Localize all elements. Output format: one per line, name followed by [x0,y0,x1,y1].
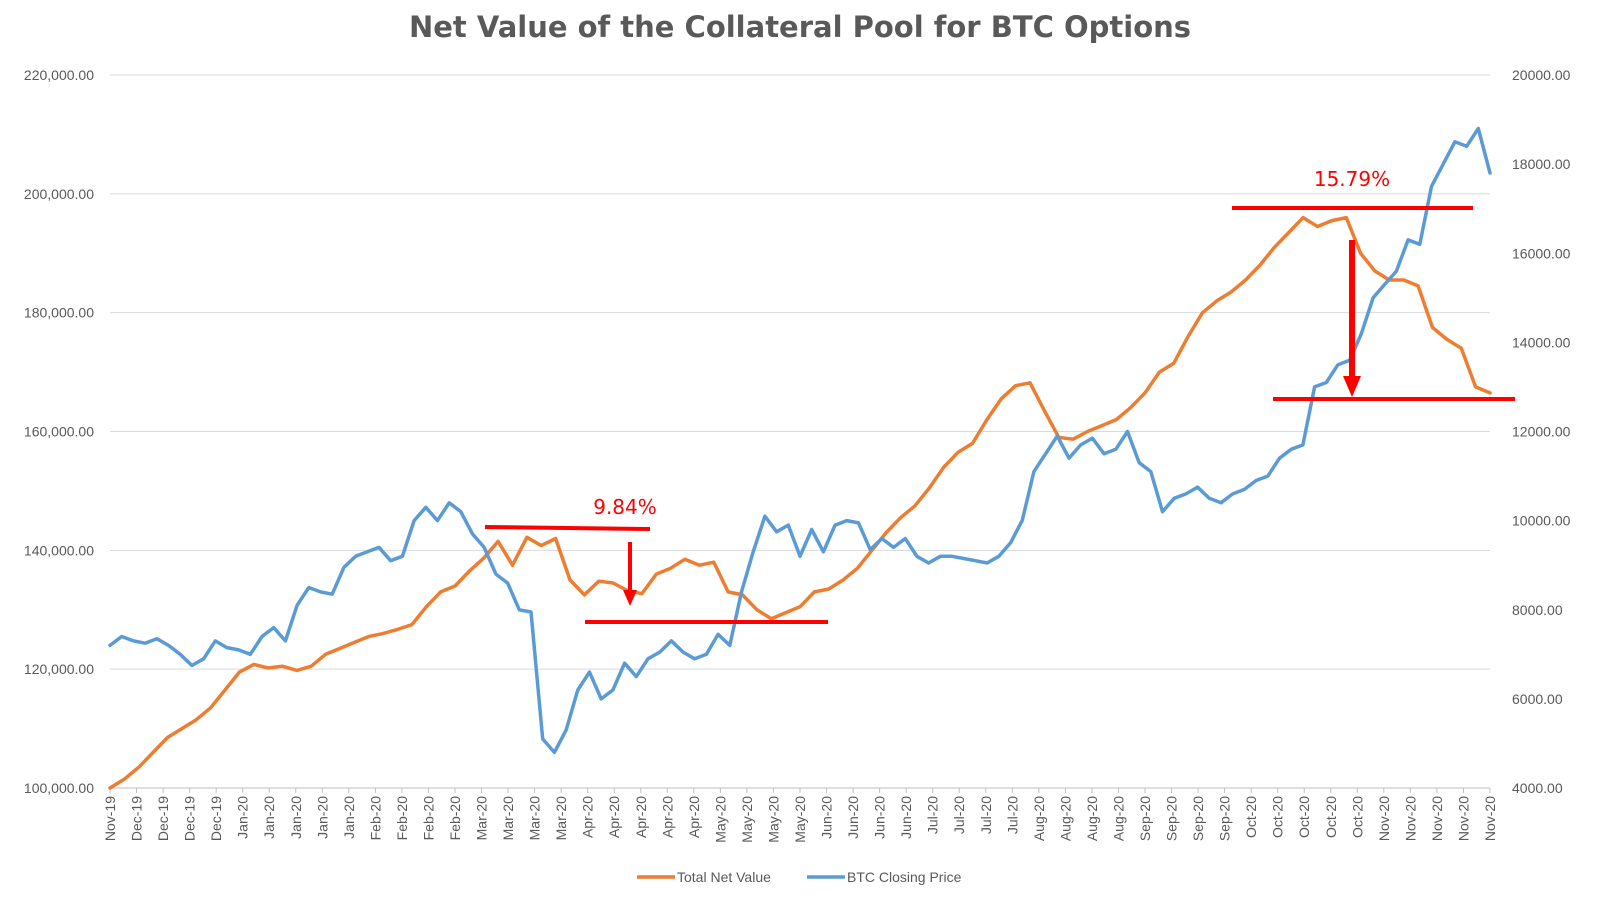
x-tick-label: Apr-20 [659,796,675,838]
x-tick-label: Mar-20 [527,796,543,841]
x-tick-label: Nov-20 [1376,796,1392,841]
y-right-tick-label: 4000.00 [1512,780,1563,796]
x-tick-label: Jul-20 [978,796,994,834]
y-left-tick-label: 200,000.00 [24,186,94,202]
x-tick-label: May-20 [792,796,808,843]
x-tick-label: Jan-20 [235,796,251,839]
x-tick-label: Nov-20 [1429,796,1445,841]
annotation-arrow-head [1343,376,1361,397]
y-right-tick-label: 18000.00 [1512,156,1571,172]
x-tick-label: Oct-20 [1323,796,1339,838]
x-tick-label: Jun-20 [845,796,861,839]
x-tick-label: Jan-20 [314,796,330,839]
x-tick-label: Jun-20 [819,796,835,839]
annotation-label: 15.79% [1314,167,1390,191]
y-right-tick-label: 12000.00 [1512,424,1571,440]
x-tick-label: Jan-20 [341,796,357,839]
x-tick-label: Mar-20 [500,796,516,841]
x-tick-label: Jan-20 [288,796,304,839]
x-tick-label: Apr-20 [633,796,649,838]
x-tick-label: Sep-20 [1190,796,1206,841]
x-tick-label: Jul-20 [1004,796,1020,834]
x-tick-label: May-20 [739,796,755,843]
y-right-tick-label: 10000.00 [1512,513,1571,529]
x-tick-label: Sep-20 [1217,796,1233,841]
y-left-tick-label: 220,000.00 [24,67,94,83]
x-tick-label: Mar-20 [553,796,569,841]
x-tick-label: Jul-20 [925,796,941,834]
x-tick-label: Sep-20 [1164,796,1180,841]
x-tick-label: Oct-20 [1270,796,1286,838]
y-left-tick-label: 180,000.00 [24,305,94,321]
x-tick-label: Apr-20 [606,796,622,838]
x-tick-label: Nov-20 [1455,796,1471,841]
x-tick-label: Oct-20 [1296,796,1312,838]
x-tick-label: Feb-20 [420,796,436,841]
series-line-btc-closing-price [108,126,1492,755]
y-right-tick-label: 14000.00 [1512,334,1571,350]
x-tick-label: Dec-19 [182,796,198,841]
x-tick-label: Dec-19 [129,796,145,841]
y-right-tick-label: 6000.00 [1512,691,1563,707]
x-tick-label: Feb-20 [367,796,383,841]
x-tick-label: Mar-20 [474,796,490,841]
x-tick-label: Nov-20 [1402,796,1418,841]
x-tick-label: Jan-20 [261,796,277,839]
y-left-tick-label: 140,000.00 [24,542,94,558]
x-tick-label: Feb-20 [394,796,410,841]
x-tick-label: Aug-20 [1031,796,1047,841]
x-tick-label: Aug-20 [1110,796,1126,841]
y-left-tick-label: 160,000.00 [24,424,94,440]
x-tick-label: Nov-19 [102,796,118,841]
x-tick-label: Oct-20 [1243,796,1259,838]
y-left-tick-label: 120,000.00 [24,661,94,677]
x-tick-label: Dec-19 [208,796,224,841]
y-right-tick-label: 20000.00 [1512,67,1571,83]
legend-label: Total Net Value [677,869,771,885]
series-line-total-net-value [108,215,1492,790]
x-tick-label: May-20 [765,796,781,843]
x-tick-label: May-20 [712,796,728,843]
x-tick-label: Oct-20 [1349,796,1365,838]
x-tick-label: Jul-20 [951,796,967,834]
x-tick-label: Dec-19 [155,796,171,841]
legend-label: BTC Closing Price [847,869,962,885]
annotation-arrow-head [623,590,637,606]
y-right-tick-label: 16000.00 [1512,245,1571,261]
x-tick-label: Feb-20 [447,796,463,841]
x-tick-label: Apr-20 [686,796,702,838]
x-tick-label: Sep-20 [1137,796,1153,841]
x-tick-label: Aug-20 [1057,796,1073,841]
x-tick-label: Jun-20 [872,796,888,839]
annotation-label: 9.84% [593,495,657,519]
x-tick-label: Aug-20 [1084,796,1100,841]
x-tick-label: Apr-20 [580,796,596,838]
x-tick-label: Nov-20 [1482,796,1498,841]
x-tick-label: Jun-20 [898,796,914,839]
y-left-tick-label: 100,000.00 [24,780,94,796]
chart-title: Net Value of the Collateral Pool for BTC… [408,10,1192,44]
annotation-top-line [484,525,651,531]
y-right-tick-label: 8000.00 [1512,602,1563,618]
